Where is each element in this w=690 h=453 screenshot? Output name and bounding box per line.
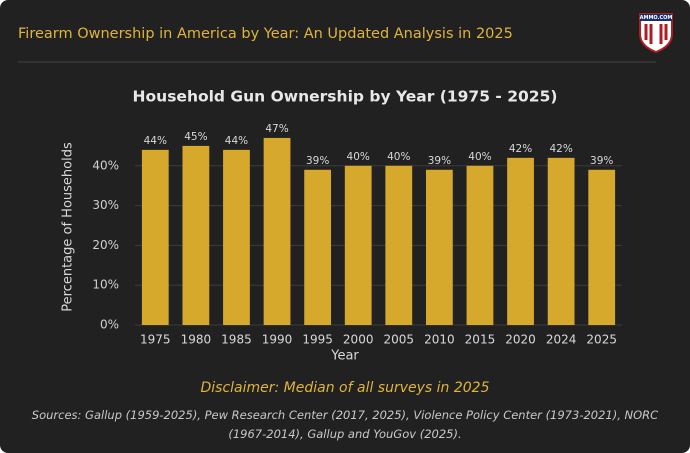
sources: Sources: Gallup (1959-2025), Pew Researc…: [31, 408, 659, 441]
value-label: 45%: [184, 131, 207, 143]
y-axis-title: Percentage of Households: [61, 142, 76, 312]
bar: [425, 169, 453, 325]
x-tick-label: 2010: [424, 333, 455, 347]
value-label: 44%: [144, 135, 167, 147]
value-label: 40%: [468, 151, 491, 163]
bar: [385, 165, 413, 325]
bar: [507, 157, 534, 325]
bar: [588, 169, 616, 325]
y-tick-label: 0%: [100, 318, 119, 332]
x-tick-label: 1975: [140, 333, 171, 347]
bar: [547, 157, 575, 325]
bar: [466, 165, 494, 325]
y-tick-label: 30%: [92, 198, 119, 212]
value-label: 39%: [590, 155, 613, 167]
disclaimer: Disclaimer: Median of all surveys in 202…: [200, 380, 489, 396]
x-tick-label: 1990: [262, 333, 293, 347]
x-tick-label: 1985: [221, 333, 252, 347]
value-label: 44%: [225, 135, 248, 147]
x-tick-label: 2020: [505, 333, 536, 347]
x-tick-label: 1980: [181, 333, 212, 347]
value-label: 42%: [549, 143, 572, 155]
x-axis-title: Year: [330, 349, 359, 364]
value-label: 47%: [265, 123, 288, 135]
x-tick-label: 2025: [586, 333, 617, 347]
value-label: 42%: [509, 143, 532, 155]
value-label: 40%: [347, 151, 370, 163]
x-tick-label: 2000: [343, 333, 374, 347]
bar: [141, 149, 169, 325]
bar: [344, 165, 372, 325]
value-label: 40%: [387, 151, 410, 163]
value-label: 39%: [428, 155, 451, 167]
x-tick-label: 2005: [384, 333, 415, 347]
x-tick-label: 2024: [546, 333, 577, 347]
chart-title: Household Gun Ownership by Year (1975 - …: [133, 88, 558, 106]
bar: [304, 169, 332, 325]
logo-text: AMMO.COM: [640, 15, 673, 21]
bar: [182, 145, 210, 325]
header-title: Firearm Ownership in America by Year: An…: [18, 26, 513, 42]
bar: [263, 137, 291, 325]
x-tick-label: 2015: [465, 333, 496, 347]
y-tick-label: 40%: [92, 158, 119, 172]
value-label: 39%: [306, 155, 329, 167]
y-tick-label: 20%: [92, 238, 119, 252]
bar: [223, 149, 250, 325]
y-tick-label: 10%: [92, 278, 119, 292]
logo: AMMO.COM: [639, 13, 673, 54]
x-tick-label: 1995: [302, 333, 333, 347]
